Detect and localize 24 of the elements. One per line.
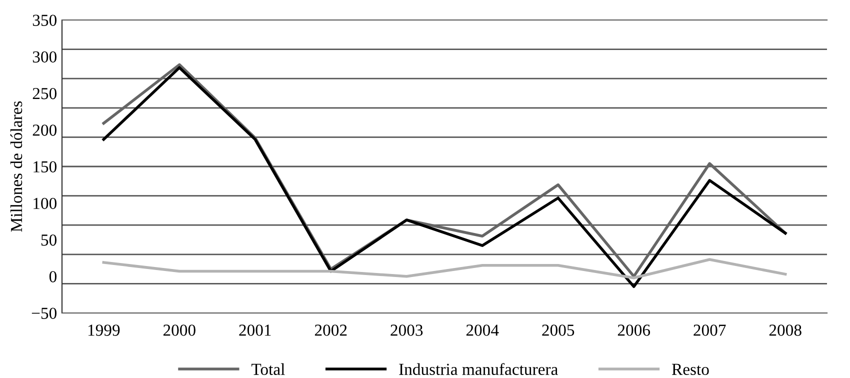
x-tick-label: 2000 xyxy=(163,324,196,336)
x-tick-label: 2002 xyxy=(314,324,347,336)
legend-label: Industria manufacturera xyxy=(399,363,558,375)
y-tick-label: −50 xyxy=(32,308,57,319)
x-tick-label: 2003 xyxy=(390,324,423,336)
y-tick-label: 150 xyxy=(34,161,57,172)
x-tick-label: 2006 xyxy=(618,324,650,336)
x-tick-label: 2007 xyxy=(694,324,726,336)
y-tick-label: 100 xyxy=(34,198,57,210)
x-tick-label: 1999 xyxy=(88,324,120,336)
x-tick-label: 2001 xyxy=(239,324,271,336)
y-tick-label: 0 xyxy=(49,271,57,282)
y-tick-label: 350 xyxy=(32,14,57,26)
y-tick-label: 50 xyxy=(41,234,57,246)
y-tick-label: 300 xyxy=(32,51,57,63)
x-tick-label: 2004 xyxy=(466,324,499,336)
x-tick-label: 2005 xyxy=(542,324,574,336)
y-tick-label: 200 xyxy=(32,124,57,136)
y-tick-label: 250 xyxy=(32,88,57,100)
legend-label: Resto xyxy=(672,364,709,375)
legend-label: Total xyxy=(251,363,285,375)
x-tick-label: 2008 xyxy=(769,324,802,336)
line-series xyxy=(102,258,787,280)
y-axis-title: Millones de dólares xyxy=(10,101,22,232)
